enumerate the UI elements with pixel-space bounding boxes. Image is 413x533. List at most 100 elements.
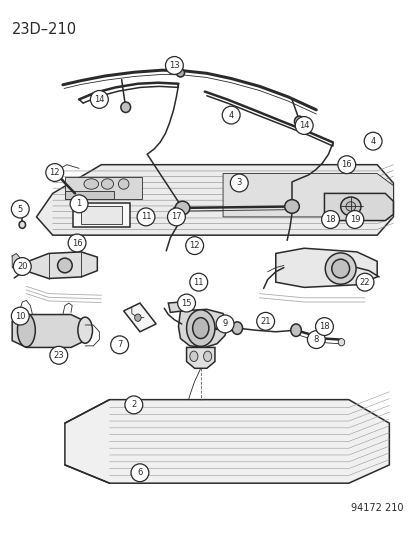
Ellipse shape — [290, 324, 301, 336]
Text: 15: 15 — [181, 298, 191, 308]
Ellipse shape — [231, 322, 242, 334]
Text: 9: 9 — [222, 319, 227, 328]
Text: 14: 14 — [298, 121, 309, 130]
Text: 20: 20 — [17, 262, 28, 271]
Circle shape — [177, 294, 195, 312]
Polygon shape — [275, 248, 376, 287]
Circle shape — [46, 164, 64, 181]
Circle shape — [68, 234, 86, 252]
Polygon shape — [168, 302, 182, 312]
Ellipse shape — [78, 317, 92, 343]
Ellipse shape — [176, 69, 184, 77]
Polygon shape — [65, 191, 113, 199]
Circle shape — [131, 464, 149, 482]
Polygon shape — [324, 193, 392, 221]
Circle shape — [256, 312, 274, 330]
Circle shape — [137, 208, 154, 226]
Circle shape — [167, 208, 185, 226]
Circle shape — [345, 211, 363, 229]
Ellipse shape — [345, 202, 355, 211]
Text: 22: 22 — [359, 278, 369, 287]
Text: 3: 3 — [236, 179, 241, 188]
Ellipse shape — [337, 338, 344, 346]
Text: 12: 12 — [50, 168, 60, 177]
Text: 23: 23 — [53, 351, 64, 360]
Text: 1: 1 — [76, 199, 81, 208]
Text: 4: 4 — [228, 110, 233, 119]
Text: 16: 16 — [71, 238, 82, 247]
Circle shape — [70, 195, 88, 213]
Text: 8: 8 — [313, 335, 318, 344]
Circle shape — [363, 132, 381, 150]
Text: 18: 18 — [318, 322, 329, 331]
Circle shape — [189, 273, 207, 291]
Ellipse shape — [118, 179, 129, 189]
Polygon shape — [36, 165, 392, 235]
Circle shape — [216, 315, 233, 333]
Text: 11: 11 — [193, 278, 204, 287]
Circle shape — [50, 346, 68, 364]
Ellipse shape — [189, 351, 197, 361]
Text: 16: 16 — [341, 160, 351, 169]
Ellipse shape — [294, 116, 304, 126]
Text: 17: 17 — [171, 212, 181, 221]
Ellipse shape — [186, 310, 214, 346]
Ellipse shape — [175, 201, 189, 215]
Text: 6: 6 — [137, 469, 142, 477]
Ellipse shape — [17, 313, 35, 347]
Ellipse shape — [84, 179, 98, 189]
Ellipse shape — [101, 179, 113, 189]
Circle shape — [315, 318, 332, 335]
Polygon shape — [123, 303, 156, 332]
Ellipse shape — [284, 200, 299, 213]
Text: 21: 21 — [260, 317, 270, 326]
Polygon shape — [73, 203, 129, 228]
Ellipse shape — [134, 314, 141, 321]
Circle shape — [13, 257, 31, 276]
Text: 7: 7 — [117, 341, 122, 349]
Text: 2: 2 — [131, 400, 136, 409]
Circle shape — [321, 211, 339, 229]
Ellipse shape — [192, 318, 209, 338]
Polygon shape — [12, 254, 19, 269]
Circle shape — [11, 307, 29, 325]
Text: 12: 12 — [189, 241, 199, 250]
Text: 14: 14 — [94, 95, 104, 104]
Circle shape — [125, 396, 142, 414]
Circle shape — [230, 174, 248, 192]
Circle shape — [90, 91, 108, 108]
Circle shape — [110, 336, 128, 354]
Text: 5: 5 — [18, 205, 23, 214]
Polygon shape — [65, 400, 388, 483]
Circle shape — [11, 200, 29, 218]
Text: 4: 4 — [370, 136, 375, 146]
Ellipse shape — [19, 221, 26, 228]
Text: 11: 11 — [140, 212, 151, 221]
Polygon shape — [65, 177, 142, 199]
Circle shape — [294, 117, 312, 134]
Polygon shape — [186, 348, 214, 368]
Text: 18: 18 — [325, 215, 335, 224]
Text: 13: 13 — [169, 61, 179, 70]
Polygon shape — [81, 206, 121, 224]
Ellipse shape — [340, 197, 360, 216]
Circle shape — [165, 56, 183, 75]
Polygon shape — [28, 252, 97, 279]
Circle shape — [355, 273, 373, 291]
Circle shape — [185, 237, 203, 255]
Ellipse shape — [57, 258, 72, 273]
Circle shape — [222, 106, 240, 124]
Polygon shape — [223, 174, 392, 217]
Polygon shape — [178, 309, 227, 348]
Text: 10: 10 — [15, 312, 26, 321]
Polygon shape — [12, 314, 85, 348]
Circle shape — [307, 330, 325, 349]
Text: 23D–210: 23D–210 — [12, 22, 77, 37]
Ellipse shape — [121, 102, 130, 112]
Circle shape — [337, 156, 355, 174]
Ellipse shape — [203, 351, 211, 361]
Ellipse shape — [331, 259, 349, 278]
Text: 19: 19 — [349, 215, 359, 224]
Text: 94172 210: 94172 210 — [350, 503, 402, 513]
Ellipse shape — [325, 253, 355, 284]
